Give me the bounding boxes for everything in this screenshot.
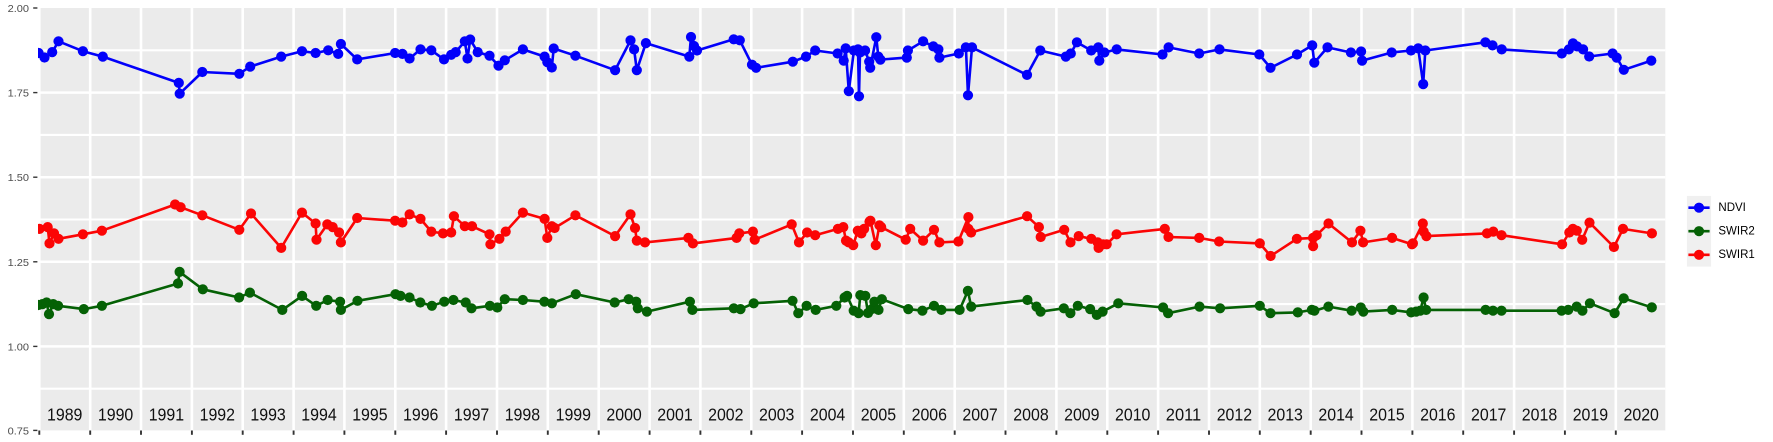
svg-text:2000: 2000 xyxy=(606,404,641,424)
svg-text:1.75: 1.75 xyxy=(8,89,30,100)
svg-text:2011: 2011 xyxy=(1166,404,1201,424)
svg-text:1999: 1999 xyxy=(556,404,591,424)
svg-text:0.75: 0.75 xyxy=(8,426,30,437)
svg-text:SWIR1: SWIR1 xyxy=(1718,249,1754,261)
svg-text:2016: 2016 xyxy=(1420,404,1455,424)
svg-text:2012: 2012 xyxy=(1217,404,1252,424)
svg-text:1990: 1990 xyxy=(98,404,133,424)
svg-text:2014: 2014 xyxy=(1318,404,1354,424)
svg-text:2018: 2018 xyxy=(1522,404,1557,424)
svg-text:1995: 1995 xyxy=(352,404,387,424)
svg-text:2001: 2001 xyxy=(657,404,692,424)
svg-text:2008: 2008 xyxy=(1013,404,1048,424)
svg-text:1997: 1997 xyxy=(454,404,489,424)
svg-text:2019: 2019 xyxy=(1573,404,1608,424)
svg-text:2015: 2015 xyxy=(1369,404,1404,424)
svg-text:2009: 2009 xyxy=(1064,404,1099,424)
svg-text:2013: 2013 xyxy=(1268,404,1303,424)
svg-text:SWIR2: SWIR2 xyxy=(1718,226,1754,238)
svg-text:2020: 2020 xyxy=(1624,404,1659,424)
svg-text:2010: 2010 xyxy=(1115,404,1150,424)
svg-text:2004: 2004 xyxy=(810,404,846,424)
svg-text:2.00: 2.00 xyxy=(8,4,30,15)
svg-text:2002: 2002 xyxy=(708,404,743,424)
svg-text:1994: 1994 xyxy=(301,404,337,424)
svg-text:1992: 1992 xyxy=(200,404,235,424)
svg-text:2006: 2006 xyxy=(912,404,947,424)
svg-text:2017: 2017 xyxy=(1471,404,1506,424)
svg-text:NDVI: NDVI xyxy=(1718,202,1745,214)
svg-text:1.25: 1.25 xyxy=(8,258,30,269)
svg-text:1.50: 1.50 xyxy=(8,173,30,184)
svg-text:1993: 1993 xyxy=(250,404,285,424)
svg-text:1998: 1998 xyxy=(505,404,540,424)
svg-text:2003: 2003 xyxy=(759,404,794,424)
svg-text:1996: 1996 xyxy=(403,404,438,424)
svg-text:2005: 2005 xyxy=(861,404,896,424)
svg-text:1989: 1989 xyxy=(47,404,82,424)
svg-text:1.00: 1.00 xyxy=(8,342,30,353)
svg-text:1991: 1991 xyxy=(149,404,184,424)
svg-text:2007: 2007 xyxy=(962,404,997,424)
